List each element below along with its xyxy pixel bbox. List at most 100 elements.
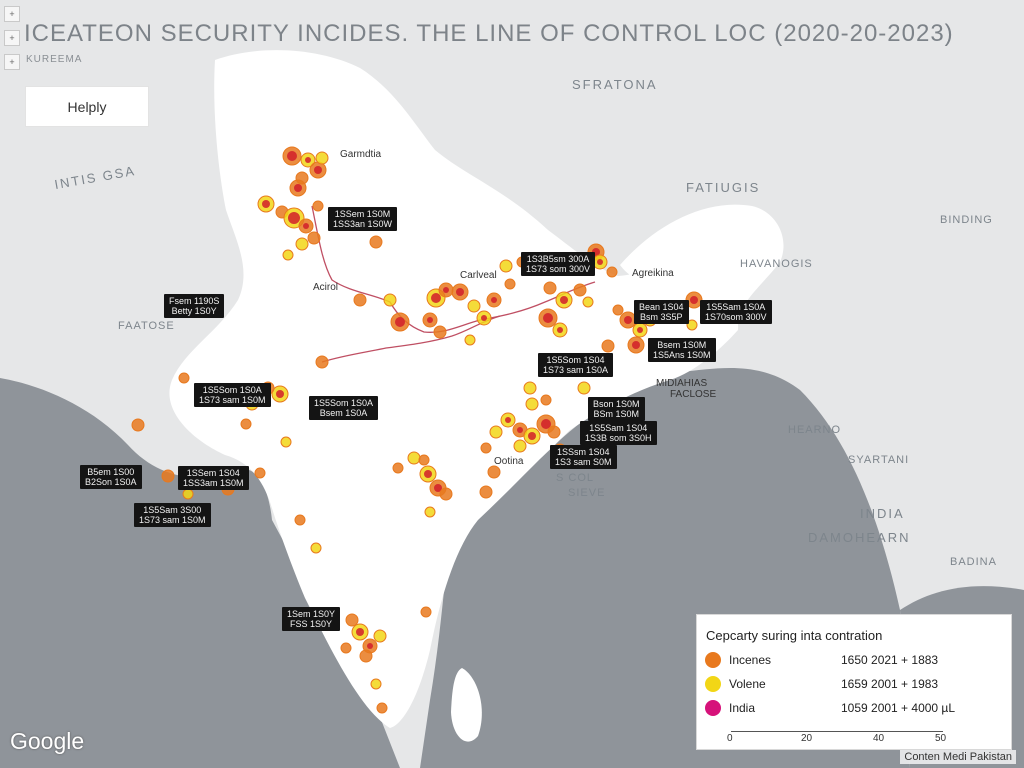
callout-line: Bean 1S04 <box>639 302 684 312</box>
incident-marker[interactable] <box>282 249 294 261</box>
incident-marker-core <box>690 296 698 304</box>
incident-marker-core <box>276 390 284 398</box>
incident-marker[interactable] <box>131 418 145 432</box>
incident-marker[interactable] <box>480 442 492 454</box>
incident-marker-core <box>481 315 487 321</box>
incident-marker[interactable] <box>420 606 432 618</box>
incident-marker[interactable] <box>686 319 698 331</box>
incident-marker[interactable] <box>479 485 493 499</box>
incident-marker-core <box>491 297 497 303</box>
incident-marker[interactable] <box>280 436 292 448</box>
incident-callout[interactable]: 1S5Som 1S04 1S73 sam 1S0A <box>538 353 614 377</box>
map-control-3[interactable]: + <box>4 54 20 70</box>
incident-marker[interactable] <box>487 465 501 479</box>
incident-marker[interactable] <box>310 542 322 554</box>
incident-callout[interactable]: B5em 1S00 B2Son 1S0A <box>80 465 142 489</box>
incident-marker[interactable] <box>424 506 436 518</box>
incident-marker[interactable] <box>312 200 324 212</box>
incident-callout[interactable]: 1SSsm 1S04 1S3 sam S0M <box>550 445 617 469</box>
incident-marker[interactable] <box>315 355 329 369</box>
incident-marker[interactable] <box>307 231 321 245</box>
incident-marker[interactable] <box>345 613 359 627</box>
incident-marker-core <box>314 166 322 174</box>
callout-line: 1S3B5sm 300A <box>526 254 590 264</box>
incident-marker[interactable] <box>376 702 388 714</box>
incident-callout[interactable]: 1Sem 1S0Y FSS 1S0Y <box>282 607 341 631</box>
incident-marker[interactable] <box>467 299 481 313</box>
incident-marker[interactable] <box>369 235 383 249</box>
incident-marker-core <box>395 317 405 327</box>
map-control-1[interactable]: + <box>4 6 20 22</box>
legend-item[interactable]: India 1059 2001 + 4000 µL <box>705 699 1005 717</box>
incident-marker[interactable] <box>373 629 387 643</box>
incident-marker[interactable] <box>254 467 266 479</box>
incident-callout[interactable]: 1S5Som 1S0A Bsem 1S0A <box>309 396 379 420</box>
incident-callout[interactable]: Bsem 1S0M 1S5Ans 1S0M <box>648 338 716 362</box>
incident-callout[interactable]: 1S3B5sm 300A 1S73 som 300V <box>521 252 596 276</box>
incident-callout[interactable]: 1SSem 1S0M 1SS3an 1S0W <box>328 207 398 231</box>
map-control-2[interactable]: + <box>4 30 20 46</box>
incident-marker[interactable] <box>433 325 447 339</box>
incident-marker[interactable] <box>359 649 373 663</box>
region-label-india: INDIA <box>860 506 905 521</box>
region-label-hearno: HEARNO <box>788 424 842 436</box>
incident-marker[interactable] <box>540 394 552 406</box>
incident-marker[interactable] <box>182 488 194 500</box>
callout-line: 1SSsm 1S04 <box>557 447 610 457</box>
incident-callout[interactable]: Bean 1S04 Bsm 3S5P <box>634 300 689 324</box>
incident-marker[interactable] <box>523 381 537 395</box>
incident-marker[interactable] <box>606 266 618 278</box>
help-button[interactable]: Helply <box>25 86 149 127</box>
legend-dot-incidents <box>705 652 721 668</box>
legend-item-name: Incenes <box>729 653 772 667</box>
incident-marker[interactable] <box>407 451 421 465</box>
incident-callout[interactable]: 1S5Sam 1S04 1S3B som 3S0H <box>580 421 657 445</box>
incident-marker-core <box>557 327 563 333</box>
incident-marker[interactable] <box>340 642 352 654</box>
incident-marker[interactable] <box>353 293 367 307</box>
region-label-binding: BINDING <box>940 214 993 226</box>
incident-marker[interactable] <box>464 334 476 346</box>
incident-marker[interactable] <box>392 462 404 474</box>
callout-line: Bson 1S0M <box>593 399 640 409</box>
incident-marker[interactable] <box>513 439 527 453</box>
incident-marker[interactable] <box>543 281 557 295</box>
incident-marker[interactable] <box>499 259 513 273</box>
incident-marker[interactable] <box>547 425 561 439</box>
incident-marker[interactable] <box>504 278 516 290</box>
incident-marker[interactable] <box>315 151 329 165</box>
legend-item[interactable]: Volene 1659 2001 + 1983 <box>705 675 1005 693</box>
incident-marker[interactable] <box>240 418 252 430</box>
incident-marker[interactable] <box>612 304 624 316</box>
incident-callout[interactable]: Bson 1S0M BSm 1S0M <box>588 397 645 421</box>
callout-line: 1S70som 300V <box>705 312 767 322</box>
incident-marker-core <box>287 151 297 161</box>
incident-marker[interactable] <box>370 678 382 690</box>
incident-marker[interactable] <box>178 372 190 384</box>
incident-marker[interactable] <box>601 339 615 353</box>
incident-marker[interactable] <box>525 397 539 411</box>
incident-marker[interactable] <box>294 514 306 526</box>
incident-callout[interactable]: 1S5Sam 1S0A 1S70som 300V <box>700 300 772 324</box>
callout-line: 1S3 sam S0M <box>555 457 612 467</box>
incident-marker[interactable] <box>489 425 503 439</box>
incident-callout[interactable]: 1SSem 1S04 1SS3am 1S0M <box>178 466 249 490</box>
incident-callout[interactable]: 1S5Sam 3S00 1S73 sam 1S0M <box>134 503 211 527</box>
callout-line: 1SS3an 1S0W <box>333 219 393 229</box>
city-label-ootina: Ootina <box>494 456 524 467</box>
callout-line: 1S73 sam 1S0A <box>543 365 609 375</box>
incident-marker[interactable] <box>573 283 587 297</box>
incident-marker[interactable] <box>418 454 430 466</box>
incident-callout[interactable]: Fsem 1190S Betty 1S0Y <box>164 294 225 318</box>
incident-marker[interactable] <box>161 469 175 483</box>
incident-marker[interactable] <box>439 487 453 501</box>
incident-marker[interactable] <box>577 381 591 395</box>
legend-item[interactable]: Incenes 1650 2021 + 1883 <box>705 651 1005 669</box>
incident-callout[interactable]: 1S5Som 1S0A 1S73 sam 1S0M <box>194 383 271 407</box>
incident-marker[interactable] <box>383 293 397 307</box>
incident-marker-core <box>367 643 373 649</box>
incident-marker-core <box>543 313 553 323</box>
incident-marker[interactable] <box>295 237 309 251</box>
incident-marker[interactable] <box>582 296 594 308</box>
